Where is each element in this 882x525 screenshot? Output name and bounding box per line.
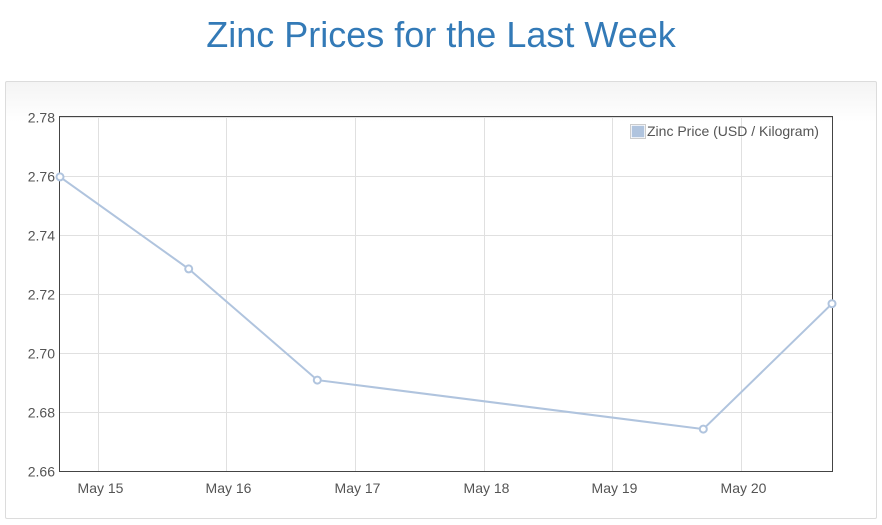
x-tick-label: May 17: [335, 480, 381, 496]
series-points: [55, 172, 837, 434]
y-tick-label: 2.68: [28, 405, 55, 421]
y-tick-label: 2.70: [28, 346, 55, 362]
chart-panel: [5, 81, 877, 519]
data-point[interactable]: [184, 264, 194, 274]
y-tick-label: 2.76: [28, 169, 55, 185]
legend-label: Zinc Price (USD / Kilogram): [647, 123, 819, 139]
x-tick-label: May 15: [78, 480, 124, 496]
data-point[interactable]: [55, 172, 65, 182]
legend-swatch: [630, 124, 646, 139]
y-tick-label: 2.78: [28, 110, 55, 126]
x-tick-label: May 19: [592, 480, 638, 496]
data-point[interactable]: [827, 299, 837, 309]
y-axis-tick-labels: 2.66 2.68 2.70 2.72 2.74 2.76 2.78: [28, 110, 55, 480]
x-grid-lines: [98, 117, 742, 471]
x-axis-tick-labels: May 15 May 16 May 17 May 18 May 19 May 20: [78, 480, 767, 496]
y-tick-label: 2.74: [28, 228, 55, 244]
plot-area-border: [59, 116, 833, 472]
y-tick-label: 2.66: [28, 464, 55, 480]
page-title: Zinc Prices for the Last Week: [206, 14, 676, 55]
data-point[interactable]: [312, 375, 322, 385]
x-tick-label: May 18: [464, 480, 510, 496]
x-tick-label: May 16: [206, 480, 252, 496]
legend: Zinc Price (USD / Kilogram): [630, 123, 819, 139]
data-point[interactable]: [698, 424, 708, 434]
series-line-zinc-price: [59, 176, 833, 431]
y-grid-lines: [60, 117, 832, 472]
x-tick-label: May 20: [721, 480, 767, 496]
y-tick-label: 2.72: [28, 287, 55, 303]
